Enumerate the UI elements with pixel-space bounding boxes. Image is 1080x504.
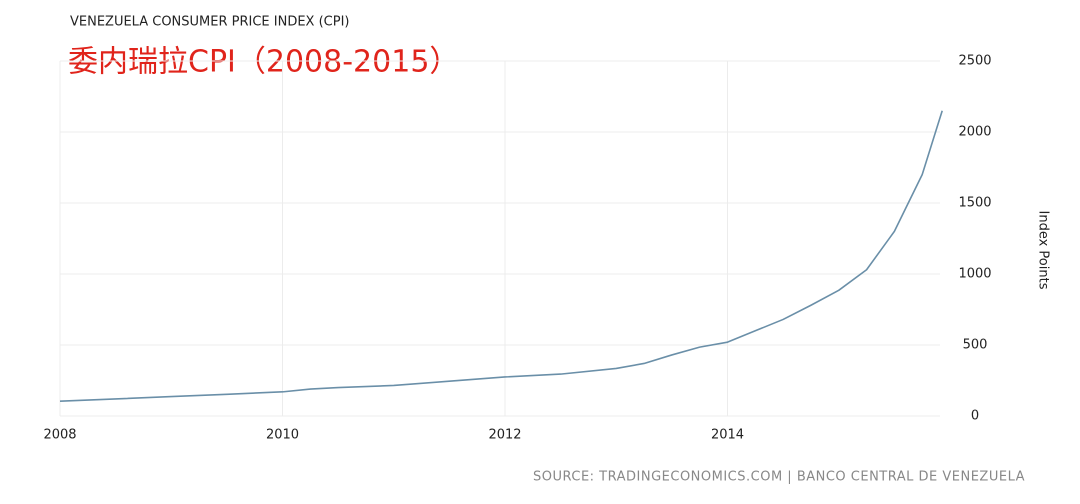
y-tick-label: 2500	[958, 54, 991, 69]
line	[59, 110, 943, 403]
y-tick-label: 0	[971, 409, 979, 424]
source: SOURCE: TRADINGECONOMICS.COM | BANCO CEN…	[533, 470, 1025, 485]
y-axis-label: Index Points	[1036, 211, 1051, 290]
x-tick-label: 2010	[266, 428, 299, 443]
y-tick-label: 1000	[958, 267, 991, 282]
x-tick-label: 2008	[43, 428, 76, 443]
x-tick-label: 2012	[488, 428, 521, 443]
x-tick-label: 2014	[711, 428, 744, 443]
chart-title: VENEZUELA CONSUMER PRICE INDEX (CPI)	[70, 15, 350, 30]
chart-subtitle: 委内瑞拉CPI（2008-2015）	[68, 45, 459, 80]
y-tick-label: 500	[963, 338, 988, 353]
y-tick-label: 2000	[958, 125, 991, 140]
y-tick-label: 1500	[958, 196, 991, 211]
